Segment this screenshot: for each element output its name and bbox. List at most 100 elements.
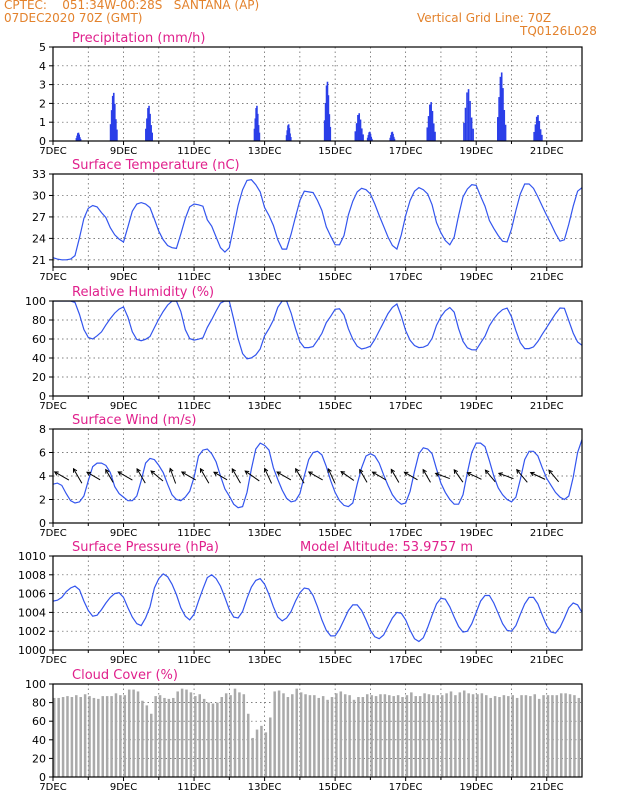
cloud-bar <box>291 694 294 777</box>
wind-arrow <box>264 468 273 484</box>
panel-6: 0 20 40 60 80 100 7DEC 9DEC 11DEC 13DEC 15DEC 17DEC… <box>25 668 616 793</box>
precip-bar <box>371 138 373 141</box>
cloud-bar <box>295 688 298 777</box>
panel-title: Surface Temperature (nC) <box>72 158 240 173</box>
wind-arrow <box>435 472 450 480</box>
precip-bar <box>114 103 116 141</box>
cloud-bar <box>238 692 241 777</box>
panel-3: 0 20 40 60 80 100 7DEC 9DEC 11DEC 13DEC 15DEC 17DEC… <box>25 285 583 412</box>
cloud-bar <box>595 691 598 777</box>
cloud-bar <box>559 693 563 777</box>
cloud-bar <box>568 694 572 777</box>
x-tick-label: 11DEC <box>177 528 211 539</box>
precip-bar <box>79 139 82 141</box>
cloud-bar <box>101 696 105 777</box>
cloud-bar <box>423 693 426 777</box>
cloud-bar <box>533 694 537 777</box>
x-tick-label: 21DEC <box>530 146 564 157</box>
y-tick-label: 80 <box>32 314 46 327</box>
cloud-bar <box>330 697 334 777</box>
cloud-bar <box>269 717 272 777</box>
y-tick-label: 80 <box>32 697 46 710</box>
precip-bar <box>361 128 363 141</box>
x-tick-label: 17DEC <box>389 272 423 283</box>
precip-bar <box>149 113 151 141</box>
cloud-bar <box>141 700 144 777</box>
x-tick-label: 21DEC <box>530 401 564 412</box>
cloud-bar <box>608 696 611 777</box>
x-tick-label: 7DEC <box>39 146 66 157</box>
x-tick-label: 11DEC <box>177 146 211 157</box>
wind-arrowhead <box>276 471 282 476</box>
x-tick-label: 7DEC <box>39 782 66 793</box>
precip-bar <box>148 105 150 141</box>
cloud-bar <box>498 697 501 777</box>
x-tick-label: 19DEC <box>459 528 493 539</box>
cloud-bar <box>132 689 135 777</box>
y-tick-label: 100 <box>25 678 46 691</box>
cloud-bar <box>489 697 492 777</box>
panel-frame <box>52 46 583 142</box>
wind-arrow <box>200 468 210 484</box>
cloud-bar <box>326 699 329 777</box>
cloud-bar <box>66 696 69 777</box>
cloud-bar <box>114 693 118 777</box>
wind-arrow <box>516 469 528 483</box>
cloud-bar <box>88 696 91 777</box>
precip-bar <box>358 113 361 141</box>
cloud-bar <box>392 696 395 777</box>
cloud-bar <box>551 695 554 777</box>
cloud-bar <box>163 697 166 777</box>
cloud-bar <box>471 694 475 777</box>
cloud-bar <box>613 699 616 777</box>
cloud-bar <box>476 694 479 777</box>
wind-arrowhead <box>136 468 141 473</box>
cloud-bar <box>600 695 603 777</box>
wind-arrow <box>498 472 514 480</box>
precip-bar <box>427 116 430 141</box>
wind-arrowhead <box>105 468 110 474</box>
cloud-bar <box>555 695 559 777</box>
cloud-bar <box>282 693 285 777</box>
cloud-bar <box>127 689 131 777</box>
wind-arrow <box>340 471 355 481</box>
cloud-bar <box>604 696 607 777</box>
cloud-bar <box>520 695 523 777</box>
precip-bar <box>289 137 292 141</box>
wind-arrow <box>390 469 400 483</box>
cloud-bar <box>180 688 184 777</box>
precip-bar <box>533 131 535 141</box>
precip-bar <box>434 131 436 141</box>
wind-arrowhead <box>327 468 332 473</box>
y-tick-label: 30 <box>32 189 46 202</box>
panel-2: 21 24 27 30 33 7DEC 9DEC 11DEC 13DEC 15DEC 17DEC 19… <box>32 158 583 283</box>
precip-bar <box>253 128 256 141</box>
cloud-bar <box>260 725 263 777</box>
cloud-bar <box>401 697 404 777</box>
x-tick-label: 9DEC <box>110 528 137 539</box>
cloud-bar <box>462 690 466 777</box>
cloud-bar <box>167 698 171 777</box>
wind-arrowhead <box>371 471 377 476</box>
precip-bar <box>328 114 331 141</box>
wind-arrowhead <box>434 472 440 477</box>
cloud-bar <box>273 691 276 777</box>
cloud-bar <box>339 691 343 777</box>
cloud-bar <box>529 696 532 777</box>
panel-title: Relative Humidity (%) <box>72 285 214 300</box>
panel-frame <box>52 683 583 778</box>
wind-arrowhead <box>307 471 313 476</box>
cloud-bar <box>189 692 193 777</box>
y-tick-label: 1 <box>39 116 46 129</box>
cloud-bar <box>211 703 215 777</box>
wind-arrowhead <box>516 468 521 474</box>
wind-arrowhead <box>529 471 535 477</box>
cloud-bar <box>418 696 422 777</box>
x-tick-label: 9DEC <box>110 272 137 283</box>
precip-bar <box>497 117 499 141</box>
x-tick-label: 13DEC <box>248 782 282 793</box>
precip-bar <box>326 81 329 141</box>
wind-arrows <box>53 467 560 484</box>
x-tick-label: 13DEC <box>248 272 282 283</box>
series-line <box>53 438 582 509</box>
